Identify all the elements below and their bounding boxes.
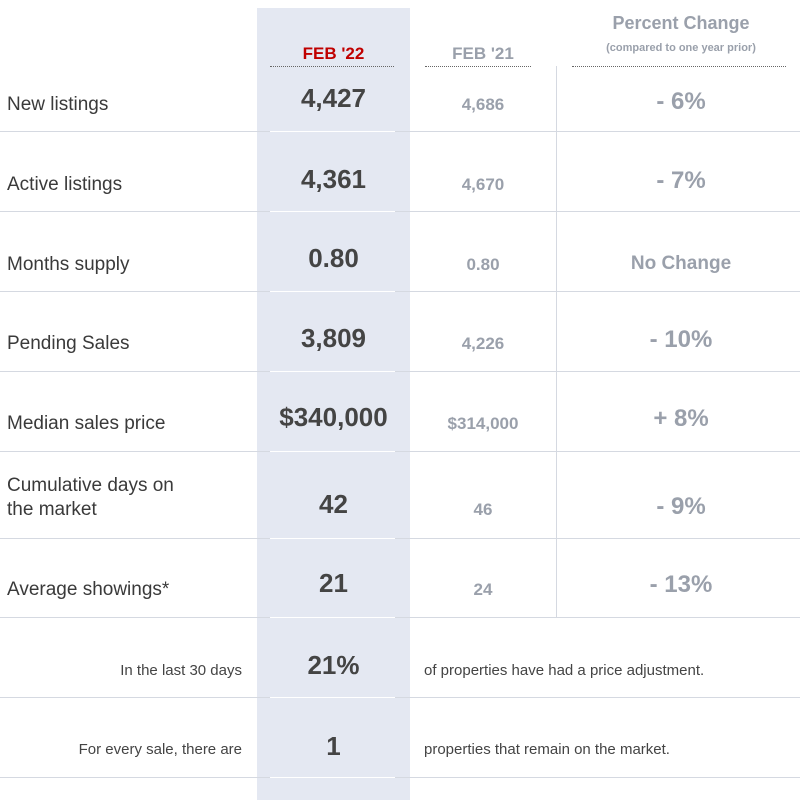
row-divider-highlight xyxy=(270,538,395,539)
row-label-active-listings: Active listings xyxy=(7,174,123,195)
row-divider xyxy=(0,697,800,698)
value-change-new-listings: - 6% xyxy=(656,88,706,115)
header-feb-21: FEB '21 xyxy=(452,44,514,63)
row-divider xyxy=(0,777,800,778)
row-divider-highlight xyxy=(270,697,395,698)
row-divider xyxy=(0,131,800,132)
value-prior-median-sales-price: $314,000 xyxy=(447,414,519,433)
value-change-median-sales-price: + 8% xyxy=(653,405,709,432)
value-prior-pending-sales: 4,226 xyxy=(461,334,505,353)
row-label-cumulative-days-line2: the market xyxy=(7,499,97,520)
row-divider-highlight xyxy=(270,451,395,452)
value-prior-average-showings: 24 xyxy=(473,580,493,599)
row-label-months-supply: Months supply xyxy=(7,254,130,275)
value-current-average-showings: 21 xyxy=(319,568,348,598)
value-prior-new-listings: 4,686 xyxy=(461,95,505,114)
footer-remaining-value: 1 xyxy=(326,731,341,761)
footer-remaining-prefix: For every sale, there are xyxy=(78,741,242,758)
value-change-months-supply: No Change xyxy=(630,253,732,274)
row-label-pending-sales: Pending Sales xyxy=(7,333,130,354)
value-current-median-sales-price: $340,000 xyxy=(279,402,388,432)
value-prior-months-supply: 0.80 xyxy=(466,255,500,274)
header-underline-prior xyxy=(425,66,531,67)
header-underline-current xyxy=(270,66,394,67)
row-label-cumulative-days-line1: Cumulative days on xyxy=(7,475,174,496)
row-divider-highlight xyxy=(270,131,395,132)
header-feb-22: FEB '22 xyxy=(302,44,365,63)
row-label-cumulative-days: Cumulative days on the market xyxy=(7,474,174,522)
row-divider xyxy=(0,211,800,212)
value-change-active-listings: - 7% xyxy=(656,167,706,194)
row-divider xyxy=(0,538,800,539)
header-underline-change xyxy=(572,66,786,67)
value-change-average-showings: - 13% xyxy=(649,571,713,598)
column-divider xyxy=(556,66,557,618)
header-percent-change: Percent Change xyxy=(612,13,750,33)
value-current-new-listings: 4,427 xyxy=(300,83,367,113)
value-prior-active-listings: 4,670 xyxy=(461,175,505,194)
row-divider xyxy=(0,617,800,618)
value-current-cumulative-days: 42 xyxy=(319,489,348,519)
footer-remaining-suffix: properties that remain on the market. xyxy=(424,741,670,758)
row-divider xyxy=(0,371,800,372)
row-divider-highlight xyxy=(270,211,395,212)
current-period-column xyxy=(257,8,410,800)
row-label-new-listings: New listings xyxy=(7,94,109,115)
row-divider xyxy=(0,451,800,452)
row-divider-highlight xyxy=(270,371,395,372)
row-divider-highlight xyxy=(270,291,395,292)
row-label-median-sales-price: Median sales price xyxy=(7,413,166,434)
row-divider-highlight xyxy=(270,777,395,778)
value-current-active-listings: 4,361 xyxy=(300,164,367,194)
header-percent-change-subtitle: (compared to one year prior) xyxy=(606,42,756,54)
value-prior-cumulative-days: 46 xyxy=(473,500,493,519)
value-current-pending-sales: 3,809 xyxy=(300,323,367,353)
row-divider xyxy=(0,291,800,292)
value-change-cumulative-days: - 9% xyxy=(656,493,706,520)
row-label-average-showings: Average showings* xyxy=(7,579,170,600)
value-change-pending-sales: - 10% xyxy=(649,326,713,353)
row-divider-highlight xyxy=(270,617,395,618)
value-current-months-supply: 0.80 xyxy=(308,243,359,273)
footer-price-adjustment-value: 21% xyxy=(307,650,360,680)
footer-price-adjustment-suffix: of properties have had a price adjustmen… xyxy=(424,662,705,679)
footer-price-adjustment-prefix: In the last 30 days xyxy=(120,662,242,679)
